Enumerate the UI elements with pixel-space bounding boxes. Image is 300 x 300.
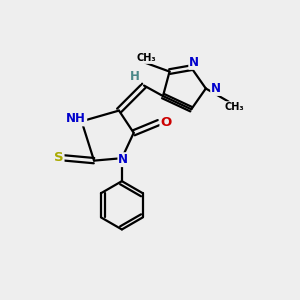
Text: H: H: [130, 70, 140, 83]
Text: N: N: [118, 153, 128, 166]
Text: S: S: [54, 151, 64, 164]
Text: O: O: [160, 116, 172, 129]
Text: N: N: [211, 82, 221, 95]
Text: CH₃: CH₃: [136, 53, 156, 63]
Text: NH: NH: [66, 112, 86, 125]
Text: CH₃: CH₃: [225, 102, 244, 112]
Text: N: N: [189, 56, 199, 69]
